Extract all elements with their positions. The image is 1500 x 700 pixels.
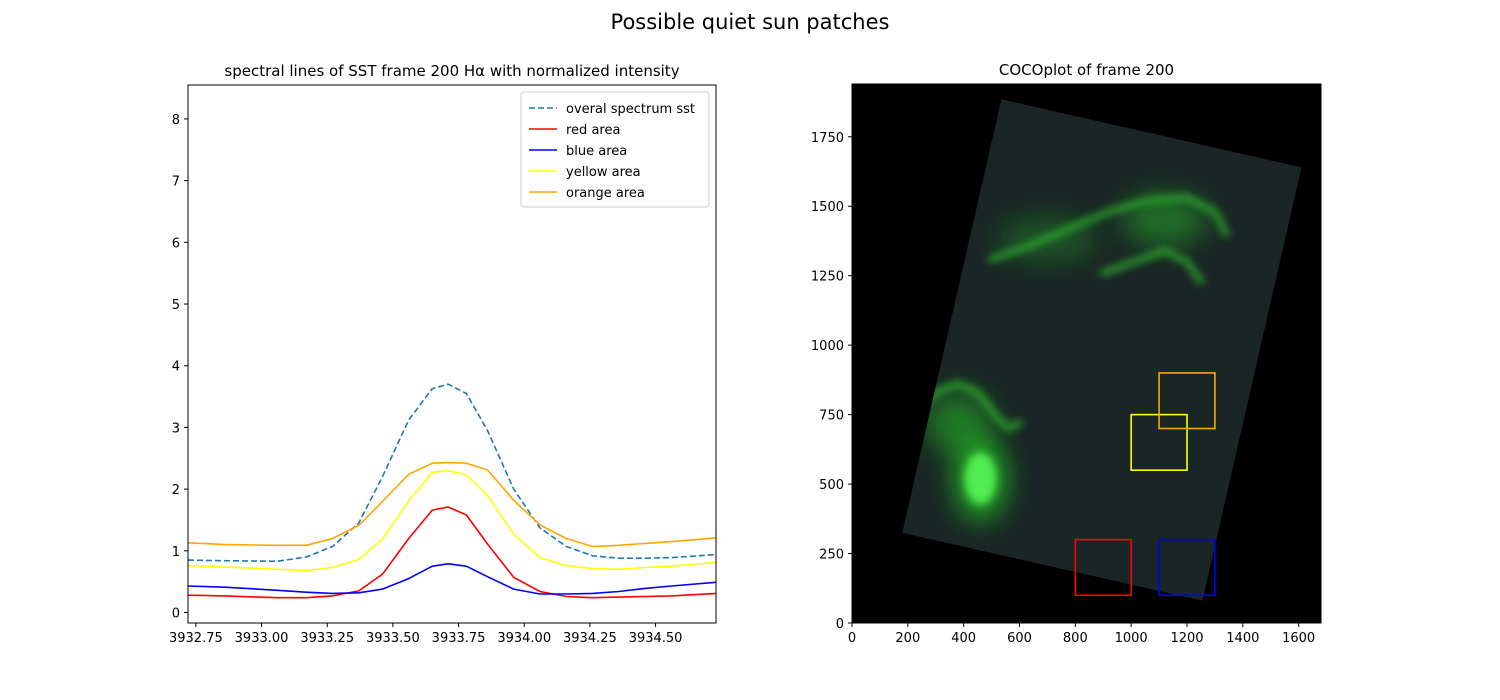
plot-frame: [851, 83, 1322, 624]
x-tick-label: 600: [1007, 631, 1032, 646]
y-tick-label: 1: [172, 545, 180, 560]
x-tick-label: 3933.75: [432, 631, 486, 646]
series-line-yellow-area: [188, 469, 716, 572]
y-tick-label: 3: [172, 421, 180, 436]
spectral-lines-chart: spectral lines of SST frame 200 Hα with …: [169, 62, 717, 646]
y-tick-label: 0: [836, 617, 844, 632]
y-tick-label: 500: [819, 478, 844, 493]
y-tick-label: 0: [172, 607, 180, 622]
x-tick-label: 1600: [1282, 631, 1315, 646]
region-box-1: [1158, 538, 1216, 597]
green-emission-blob: [924, 392, 992, 454]
chart-title: spectral lines of SST frame 200 Hα with …: [224, 62, 679, 80]
x-tick-label: 3934.50: [629, 631, 683, 646]
x-tick-label: 3933.00: [235, 631, 289, 646]
x-tick-label: 3934.25: [563, 631, 617, 646]
y-tick-label: 1250: [811, 270, 844, 285]
x-tick-label: 800: [1063, 631, 1088, 646]
legend-label-orange-area: orange area: [566, 186, 645, 201]
plot-frame: [187, 84, 717, 624]
x-tick-label: 3932.75: [169, 631, 223, 646]
x-tick-label: 3933.25: [300, 631, 354, 646]
x-tick-label: 3934.00: [497, 631, 551, 646]
x-tick-label: 400: [951, 631, 976, 646]
y-tick-label: 750: [819, 409, 844, 424]
x-tick-label: 1200: [1170, 631, 1203, 646]
region-box-3: [1158, 372, 1216, 430]
legend-label-overal-spectrum-sst: overal spectrum sst: [566, 102, 695, 117]
x-tick-label: 1000: [1115, 631, 1148, 646]
region-box-0: [1074, 538, 1132, 597]
green-filament: [915, 380, 1023, 432]
green-emission-blob: [1122, 195, 1207, 246]
x-tick-label: 0: [848, 631, 856, 646]
series-line-red-area: [188, 506, 716, 599]
green-filament: [988, 194, 1230, 263]
green-filament: [1099, 247, 1205, 285]
y-tick-label: 2: [172, 483, 180, 498]
y-tick-label: 1750: [811, 131, 844, 146]
series-line-overal-spectrum-sst: [188, 383, 716, 563]
legend: overal spectrum sst red area blue area yell…: [520, 91, 710, 208]
legend-label-yellow-area: yellow area: [566, 165, 641, 180]
y-tick-label: 7: [172, 175, 180, 190]
y-tick-label: 4: [172, 360, 180, 375]
series-line-orange-area: [188, 461, 716, 548]
series-line-blue-area: [188, 562, 716, 595]
y-tick-label: 1500: [811, 200, 844, 215]
legend-label-red-area: red area: [566, 123, 620, 138]
y-tick-label: 1000: [811, 339, 844, 354]
cocoplot-image-chart: COCOplot of frame 200 0 200 400 600 800 1000 12…: [811, 61, 1322, 646]
image-content: [915, 194, 1230, 521]
legend-label-blue-area: blue area: [566, 144, 627, 159]
series-group: [188, 383, 716, 599]
x-tick-label: 200: [895, 631, 920, 646]
y-tick-label: 6: [172, 236, 180, 251]
y-tick-label: 5: [172, 298, 180, 313]
legend-box: [520, 91, 710, 208]
figure-title: Possible quiet sun patches: [610, 10, 890, 34]
x-tick-label: 1400: [1226, 631, 1259, 646]
x-tick-label: 3933.50: [366, 631, 420, 646]
bright-core: [964, 452, 997, 505]
chart-title: COCOplot of frame 200: [999, 61, 1174, 79]
y-tick-label: 8: [172, 113, 180, 128]
y-tick-label: 250: [819, 548, 844, 563]
